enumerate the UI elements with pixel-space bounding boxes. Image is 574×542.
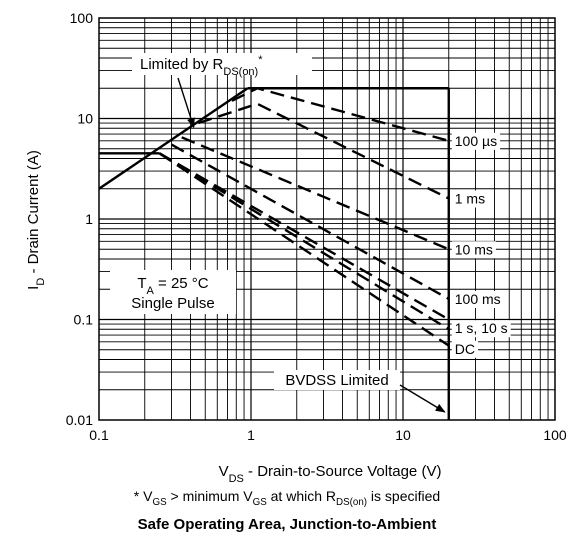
rds-on-arrow [177,77,195,129]
label-dc-bg [451,340,478,358]
bvdss-annotation: BVDSS Limited [285,372,388,389]
y-tick-label: 0.01 [66,412,93,428]
limit-lines [98,87,450,420]
rds-on-annotation: Limited by RDS(on)* [140,54,263,78]
label-1ms: 1 ms [455,190,485,206]
label-100ms-bg [451,290,504,308]
grid-lines [99,18,555,420]
label-100us-bg [451,132,501,150]
series-line [158,152,450,321]
x-tick-label: 10 [395,427,411,443]
chart-title: Safe Operating Area, Junction-to-Ambient [137,516,437,533]
plot-frame [98,17,556,421]
y-axis-label: ID - Drain Current (A) [25,150,47,290]
series-line [170,143,450,301]
label-10ms-bg [451,241,496,259]
label-10ms: 10 ms [455,241,493,257]
footnote: * VGS > minimum VGS at which RDS(on) is … [133,488,441,508]
label-100ms: 100 ms [455,291,501,307]
series-line-dc [158,152,450,347]
y-tick-label: 10 [77,111,93,127]
label-1ms-bg [451,190,489,208]
y-tick-label: 1 [85,211,93,227]
temperature-condition: TA = 25 °C [137,275,208,297]
bvdss-annotation-bg [274,370,400,390]
y-tick-label: 100 [70,10,94,26]
label-dc: DC [455,341,475,357]
y-tick-label: 0.1 [74,312,94,328]
conditions-bg [110,270,236,314]
x-tick-label: 1 [247,427,255,443]
pulse-condition: Single Pulse [131,295,214,312]
annotations: 100 µs 1 ms 10 ms 100 ms 1 s, 10 s DC Limited … [110,53,511,413]
x-tick-label: 0.1 [89,427,109,443]
series-line [158,152,450,331]
series-line [231,86,450,142]
x-axis-label: VDS - Drain-to-Source Voltage (V) [219,463,442,485]
label-100us: 100 µs [455,133,497,149]
rds-on-annotation-bg [132,53,312,75]
series-lines [99,86,450,347]
rds-on-limit-line [98,87,249,190]
x-tick-label: 100 [543,427,567,443]
label-1s-10s: 1 s, 10 s [455,320,508,336]
series-line [181,136,450,251]
label-1s-10s-bg [451,320,511,338]
bvdss-arrow [399,384,446,413]
